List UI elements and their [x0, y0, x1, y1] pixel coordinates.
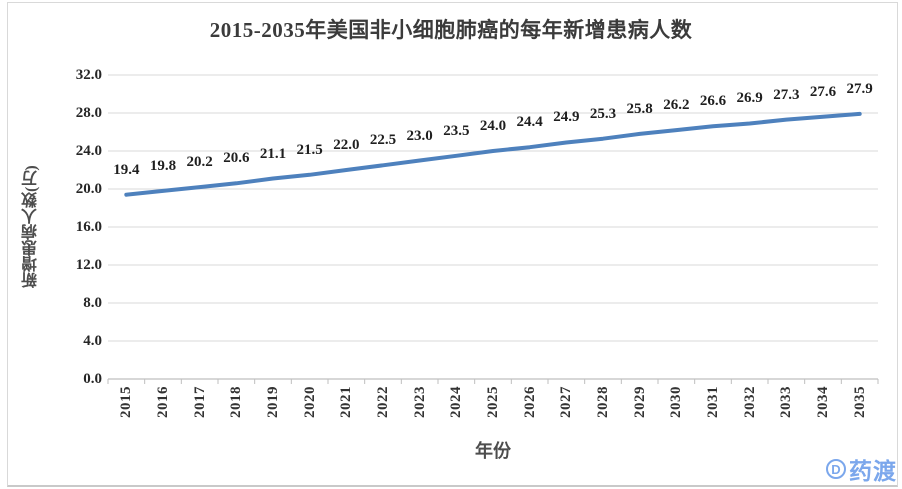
y-tick-label: 4.0 [83, 333, 102, 349]
x-tick-label: 2025 [485, 386, 501, 418]
x-tick-label: 2022 [375, 386, 391, 418]
logo-text: 药渡 [849, 458, 897, 484]
x-tick-label: 2028 [595, 386, 611, 418]
y-tick-label: 8.0 [83, 295, 102, 311]
data-point-label: 22.5 [369, 132, 397, 149]
x-tick-label: 2034 [815, 386, 831, 418]
data-point-label: 27.6 [809, 83, 837, 100]
data-point-label: 26.9 [736, 90, 763, 107]
logo-d-icon: D [826, 459, 846, 479]
x-tick-label: 2027 [558, 386, 575, 418]
x-tick-label: 2030 [668, 386, 685, 418]
y-tick-label: 16.0 [75, 219, 102, 235]
data-point-label: 25.8 [626, 100, 653, 117]
x-tick-label: 2035 [851, 386, 868, 418]
y-tick-label: 20.0 [75, 181, 102, 197]
x-tick-label: 2016 [155, 386, 171, 418]
data-point-label: 27.9 [846, 80, 873, 97]
x-tick-label: 2033 [778, 386, 795, 418]
data-point-label: 19.8 [149, 157, 177, 174]
data-point-label: 20.2 [186, 154, 213, 171]
data-point-label: 20.6 [223, 150, 250, 167]
x-tick-label: 2031 [705, 386, 721, 418]
x-tick-label: 2024 [448, 386, 465, 418]
data-point-label: 24.9 [553, 109, 580, 126]
y-tick-label: 28.0 [75, 105, 102, 121]
x-tick-label: 2029 [631, 386, 648, 418]
data-point-label: 25.3 [589, 105, 617, 122]
chart-title: 2015-2035年美国非小细胞肺癌的每年新增患病人数 [209, 18, 693, 42]
x-tick-label: 2021 [338, 386, 355, 418]
pharmacodia-logo: D 药渡 [826, 452, 897, 486]
data-point-label: 22.0 [333, 137, 360, 153]
y-tick-label: 12.0 [75, 257, 102, 273]
y-tick-label: 32.0 [75, 67, 102, 83]
x-tick-label: 2023 [411, 386, 428, 418]
x-tick-label: 2032 [741, 386, 758, 418]
data-point-label: 26.2 [663, 97, 690, 114]
data-point-label: 23.5 [443, 122, 470, 139]
data-point-label: 26.6 [699, 93, 727, 110]
data-point-label: 21.1 [259, 145, 287, 162]
x-tick-label: 2020 [301, 386, 318, 418]
data-point-label: 27.3 [773, 86, 800, 103]
x-tick-label: 2015 [118, 386, 135, 418]
data-point-label: 23.0 [406, 127, 433, 144]
x-tick-label: 2026 [521, 386, 538, 418]
x-axis-title: 年份 [475, 441, 511, 461]
data-point-label: 24.0 [479, 118, 507, 134]
data-point-label: 21.5 [296, 141, 323, 158]
data-point-label: 24.4 [516, 114, 543, 131]
x-tick-label: 2019 [265, 386, 281, 418]
y-tick-label: 0.0 [83, 371, 102, 387]
x-tick-label: 2018 [228, 386, 245, 418]
x-tick-label: 2017 [191, 386, 208, 418]
data-point-label: 19.4 [113, 161, 140, 178]
series-line [124, 111, 862, 197]
y-tick-label: 24.0 [75, 143, 102, 159]
